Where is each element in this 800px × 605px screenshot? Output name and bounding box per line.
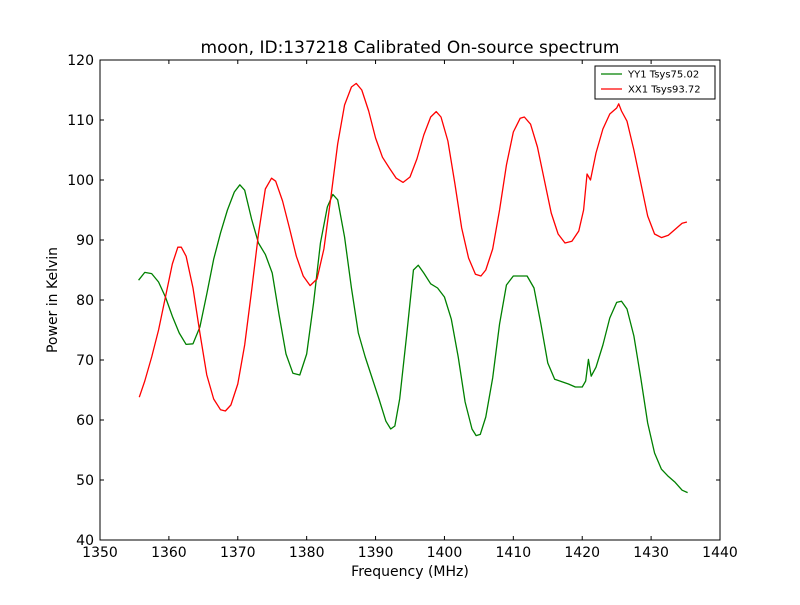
y-tick-label: 70 xyxy=(76,353,94,369)
y-tick-label: 40 xyxy=(76,533,94,549)
legend-label-xx1: XX1 Tsys93.72 xyxy=(628,85,701,96)
x-tick-label: 1400 xyxy=(427,545,463,561)
y-tick-label: 90 xyxy=(76,233,94,249)
y-tick-label: 110 xyxy=(67,113,94,129)
y-tick-label: 120 xyxy=(67,53,94,69)
y-tick-label: 80 xyxy=(76,293,94,309)
series-lines xyxy=(138,82,688,494)
y-tick-label: 100 xyxy=(67,173,94,189)
x-tick-label: 1440 xyxy=(702,545,738,561)
x-tick-label: 1430 xyxy=(633,545,669,561)
x-tick-label: 1410 xyxy=(496,545,532,561)
series-line-yy1 xyxy=(138,184,688,494)
legend-box xyxy=(594,65,716,100)
x-tick-label: 1350 xyxy=(82,545,118,561)
x-tick-label: 1380 xyxy=(289,545,325,561)
y-tick-label: 60 xyxy=(76,413,94,429)
legend-label-yy1: YY1 Tsys75.02 xyxy=(627,70,699,81)
series-line-xx1 xyxy=(138,82,688,412)
legend: YY1 Tsys75.02 XX1 Tsys93.72 xyxy=(594,65,716,100)
y-axis-ticks: 40 50 60 70 80 90 100 110 120 xyxy=(67,53,720,549)
x-axis-label: Frequency (MHz) xyxy=(351,564,469,580)
x-tick-label: 1360 xyxy=(151,545,187,561)
x-tick-label: 1420 xyxy=(564,545,600,561)
x-axis-ticks: 1350 1360 1370 1380 1390 1400 1410 1420 1430 1440 xyxy=(82,60,738,561)
x-tick-label: 1370 xyxy=(220,545,256,561)
x-tick-label: 1390 xyxy=(358,545,394,561)
chart-title: moon, ID:137218 Calibrated On-source spe… xyxy=(201,38,620,58)
y-axis-label: Power in Kelvin xyxy=(45,247,61,353)
y-tick-label: 50 xyxy=(76,473,94,489)
